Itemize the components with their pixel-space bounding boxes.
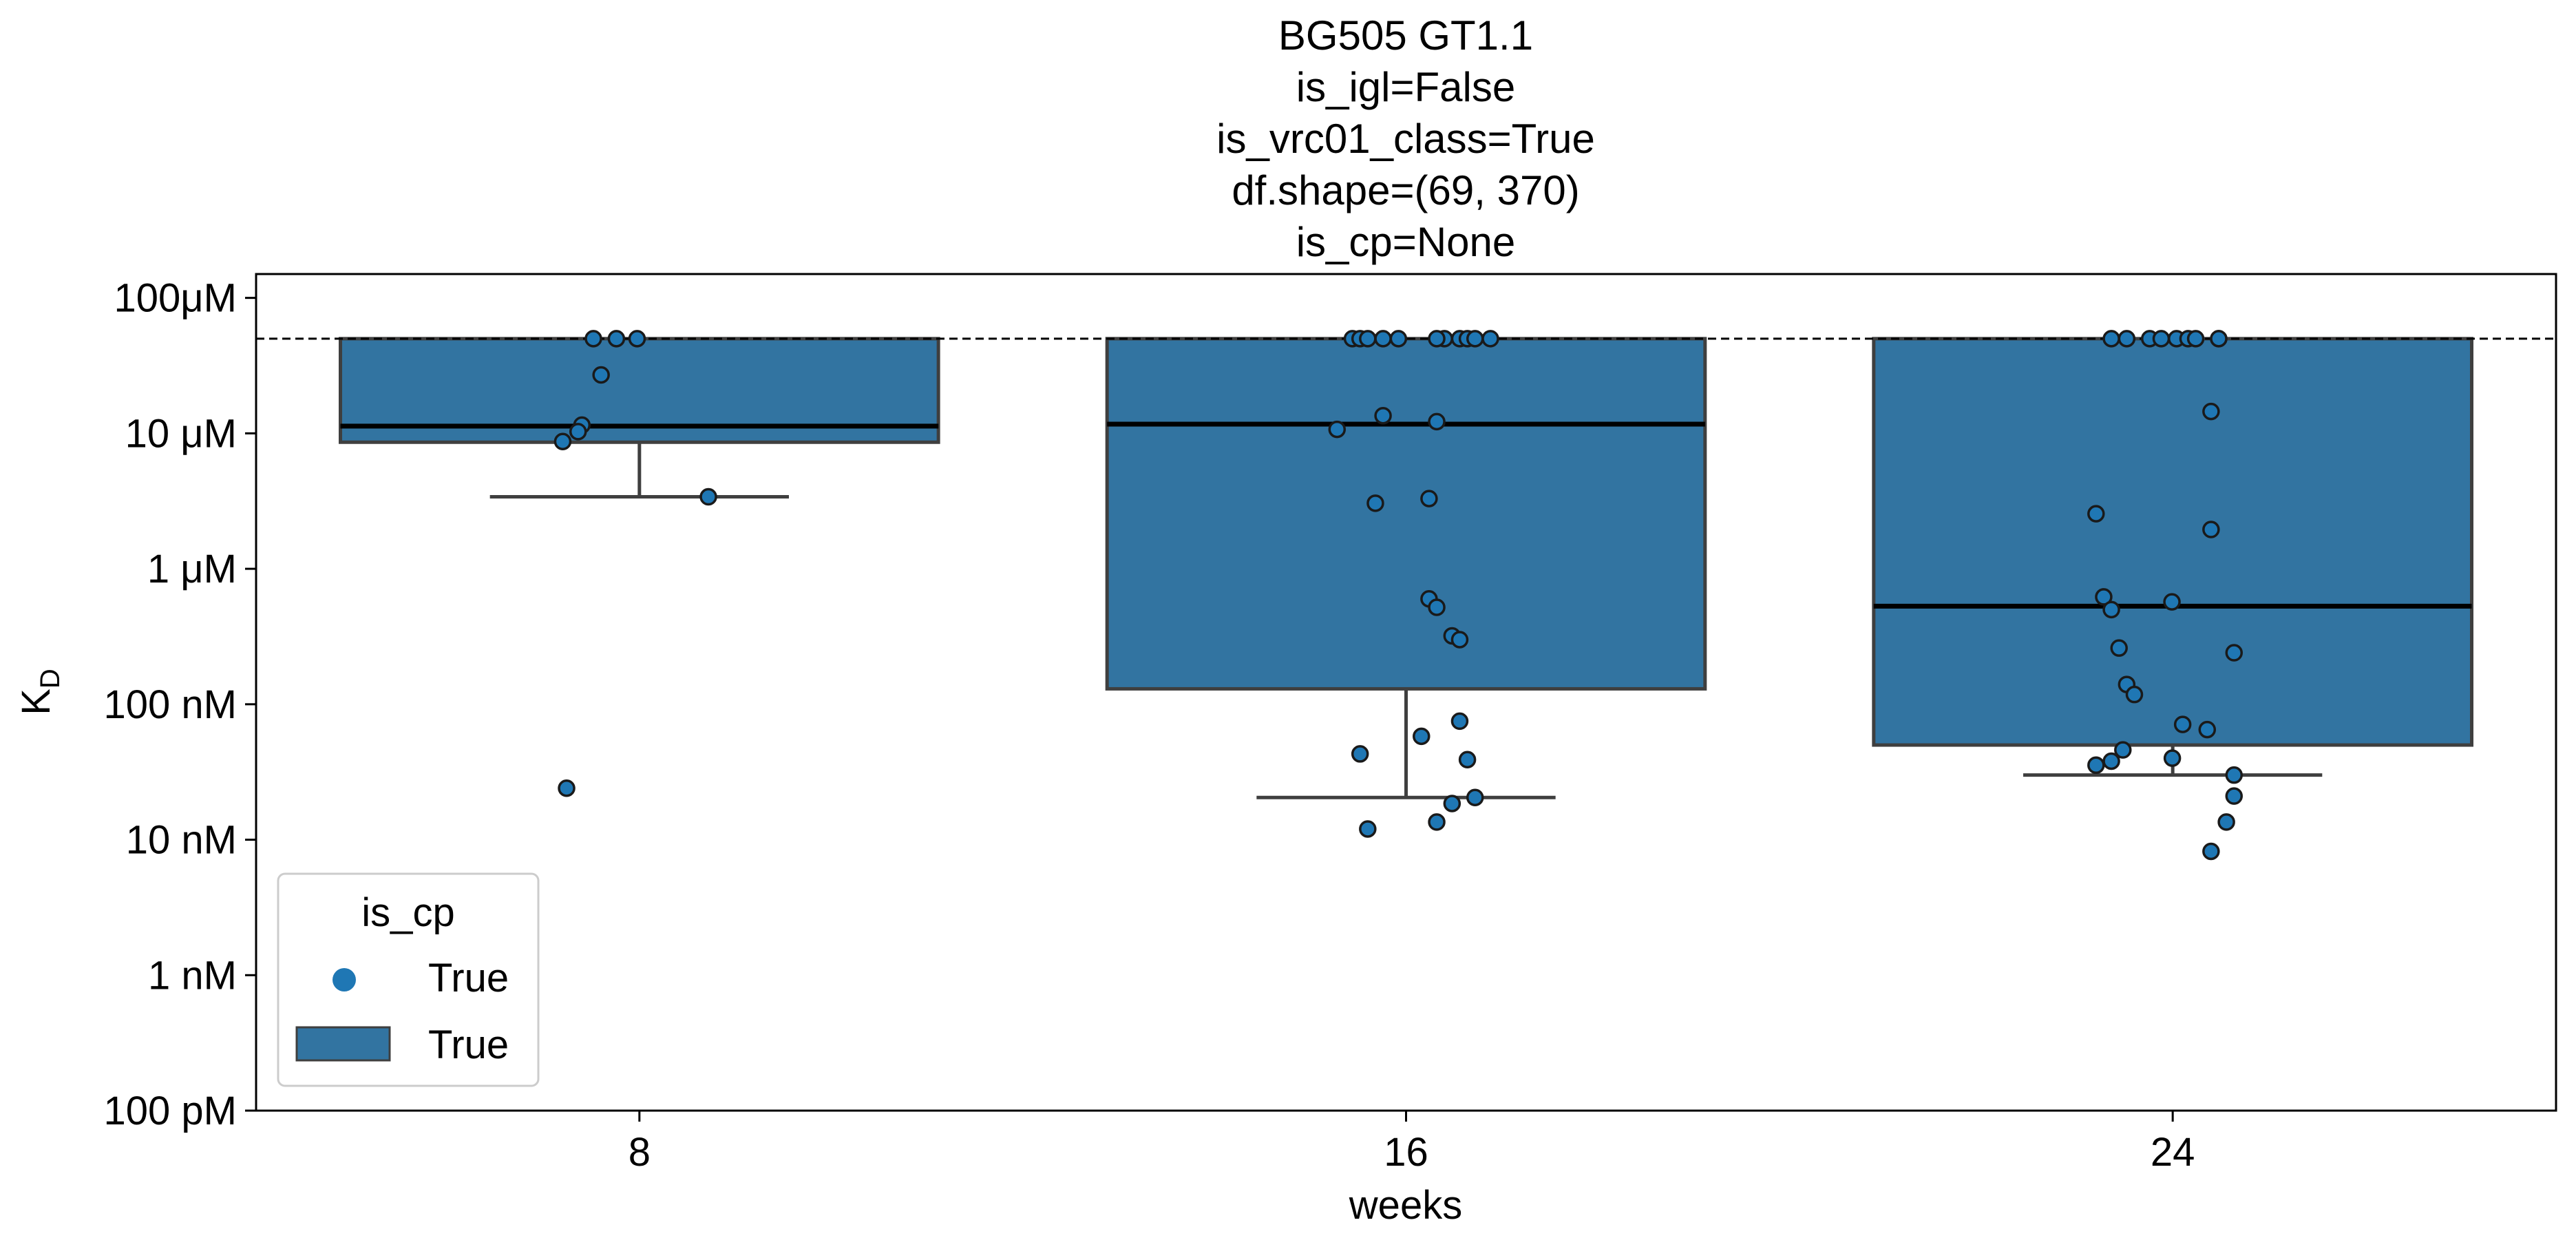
data-point [1458,751,1477,769]
data-point [2210,330,2228,348]
plot-area [256,330,2556,861]
data-point [1359,820,1377,838]
data-point [1450,631,1469,649]
legend-label-boxes: True [428,1022,509,1067]
x-tick-label: 8 [629,1130,651,1175]
y-tick-label: 100μM [114,276,237,321]
x-tick-label: 16 [1384,1130,1428,1175]
title-line-4: df.shape=(69, 370) [1232,167,1579,213]
data-point [584,330,602,348]
legend-title: is_cp [361,890,454,935]
data-point [2087,505,2105,523]
data-point [1374,330,1392,348]
data-point [1443,795,1461,812]
data-point [553,432,572,451]
x-axis: 8 16 24 [629,1111,2195,1175]
data-point [1450,712,1469,731]
data-point [2225,787,2244,805]
y-tick-label: 1 μM [147,547,237,591]
data-point [2198,720,2217,739]
legend: is_cp True True [277,872,540,1087]
data-point [2225,644,2244,662]
x-axis-label: weeks [1349,1183,1462,1228]
data-point [2202,402,2220,421]
legend-marker-box [295,1026,391,1062]
data-point [1374,406,1392,425]
points-8 [553,330,717,797]
data-point [628,330,646,348]
y-axis-label-subscript: D [35,669,65,689]
data-point [1428,330,1446,348]
data-point [1481,330,1499,348]
data-point [2186,330,2205,348]
data-point [2102,752,2120,770]
data-point [2152,330,2171,348]
points-16 [1328,330,1499,838]
data-point [1428,813,1446,831]
x-tick-label: 24 [2151,1130,2195,1175]
title-line-5: is_cp=None [1296,219,1516,265]
data-point [1328,420,1347,439]
data-point [2114,741,2132,759]
chart-title: BG505 GT1.1 is_igl=False is_vrc01_class=Tr… [1216,12,1595,265]
y-tick-label: 10 nM [126,818,237,863]
y-axis: 100μM 10 μM 1 μM 100 nM 10 nM 1 nM 100 pM [104,276,256,1133]
data-point [2163,749,2182,767]
data-point [2110,639,2128,657]
data-point [1428,598,1446,616]
data-point [2202,842,2220,861]
data-point [569,423,587,441]
data-point [2202,521,2220,538]
data-point [1420,490,1438,507]
data-point [699,487,717,506]
y-tick-label: 100 nM [104,682,237,727]
y-tick-label: 10 μM [125,411,237,456]
box-24 [1872,337,2473,777]
data-point [1359,330,1377,348]
box-body-16 [1105,337,1707,691]
data-point [607,330,626,348]
data-point [558,779,576,797]
legend-marker-circle [332,968,356,992]
data-point [2102,600,2120,619]
y-tick-label: 1 nM [148,953,237,998]
data-point [592,366,610,384]
data-point [1413,727,1430,746]
title-line-2: is_igl=False [1296,64,1516,110]
data-point [1389,330,1408,348]
data-point [1428,412,1446,431]
data-point [2118,330,2136,348]
points-24 [2087,330,2244,861]
data-point [2225,766,2244,784]
data-point [2102,330,2120,348]
data-point [1466,330,1484,348]
data-point [1366,494,1384,512]
y-axis-label-main: K [14,689,59,715]
data-point [1351,745,1369,763]
box-body-24 [1872,337,2473,747]
y-axis-label: KD [14,669,65,715]
data-point [2125,685,2144,704]
legend-label-points: True [428,956,509,1000]
title-line-1: BG505 GT1.1 [1278,12,1533,59]
data-point [2163,593,2181,611]
box-8 [339,337,940,499]
data-point [2173,715,2192,733]
box-16 [1105,337,1707,799]
data-point [2217,813,2235,831]
data-point [2095,588,2113,606]
y-tick-label: 100 pM [104,1089,237,1133]
data-point [1466,788,1484,806]
title-line-3: is_vrc01_class=True [1216,116,1595,162]
svg-text:KD: KD [14,669,65,715]
data-point [2087,756,2105,775]
